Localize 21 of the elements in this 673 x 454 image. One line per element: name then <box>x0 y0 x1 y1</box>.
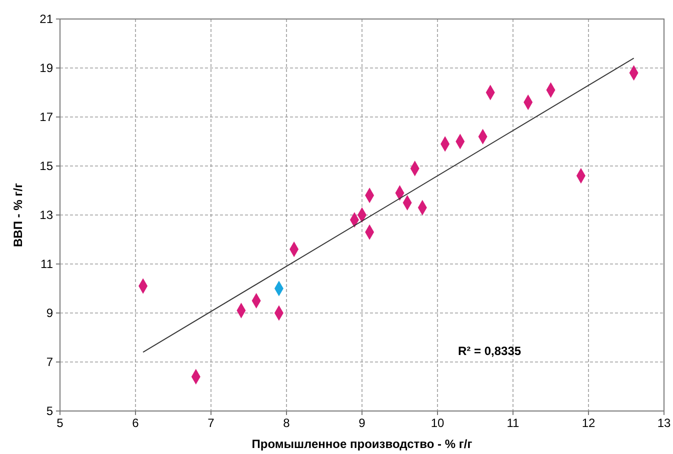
x-tick-label: 5 <box>56 416 64 430</box>
y-tick-label: 13 <box>40 208 54 222</box>
y-tick-label: 5 <box>46 404 54 418</box>
x-tick-label: 7 <box>208 416 215 430</box>
x-tick-label: 8 <box>283 416 290 430</box>
x-tick-label: 12 <box>582 416 596 430</box>
y-axis-title: ВВП - % г/г <box>11 183 25 247</box>
x-tick-label: 11 <box>506 416 520 430</box>
annotation: R² = 0,8335 <box>458 344 522 358</box>
x-tick-label: 10 <box>430 416 444 430</box>
x-axis-title: Промышленное производство - % г/г <box>252 437 472 451</box>
y-tick-label: 17 <box>40 110 54 124</box>
y-tick-label: 21 <box>40 12 54 26</box>
y-tick-label: 19 <box>40 61 54 75</box>
x-tick-label: 6 <box>132 416 140 430</box>
x-tick-label: 13 <box>657 416 671 430</box>
x-tick-label: 9 <box>358 416 366 430</box>
y-tick-label: 7 <box>46 355 54 369</box>
y-tick-label: 11 <box>40 257 54 271</box>
y-tick-label: 9 <box>46 306 54 320</box>
y-tick-label: 15 <box>40 159 54 173</box>
